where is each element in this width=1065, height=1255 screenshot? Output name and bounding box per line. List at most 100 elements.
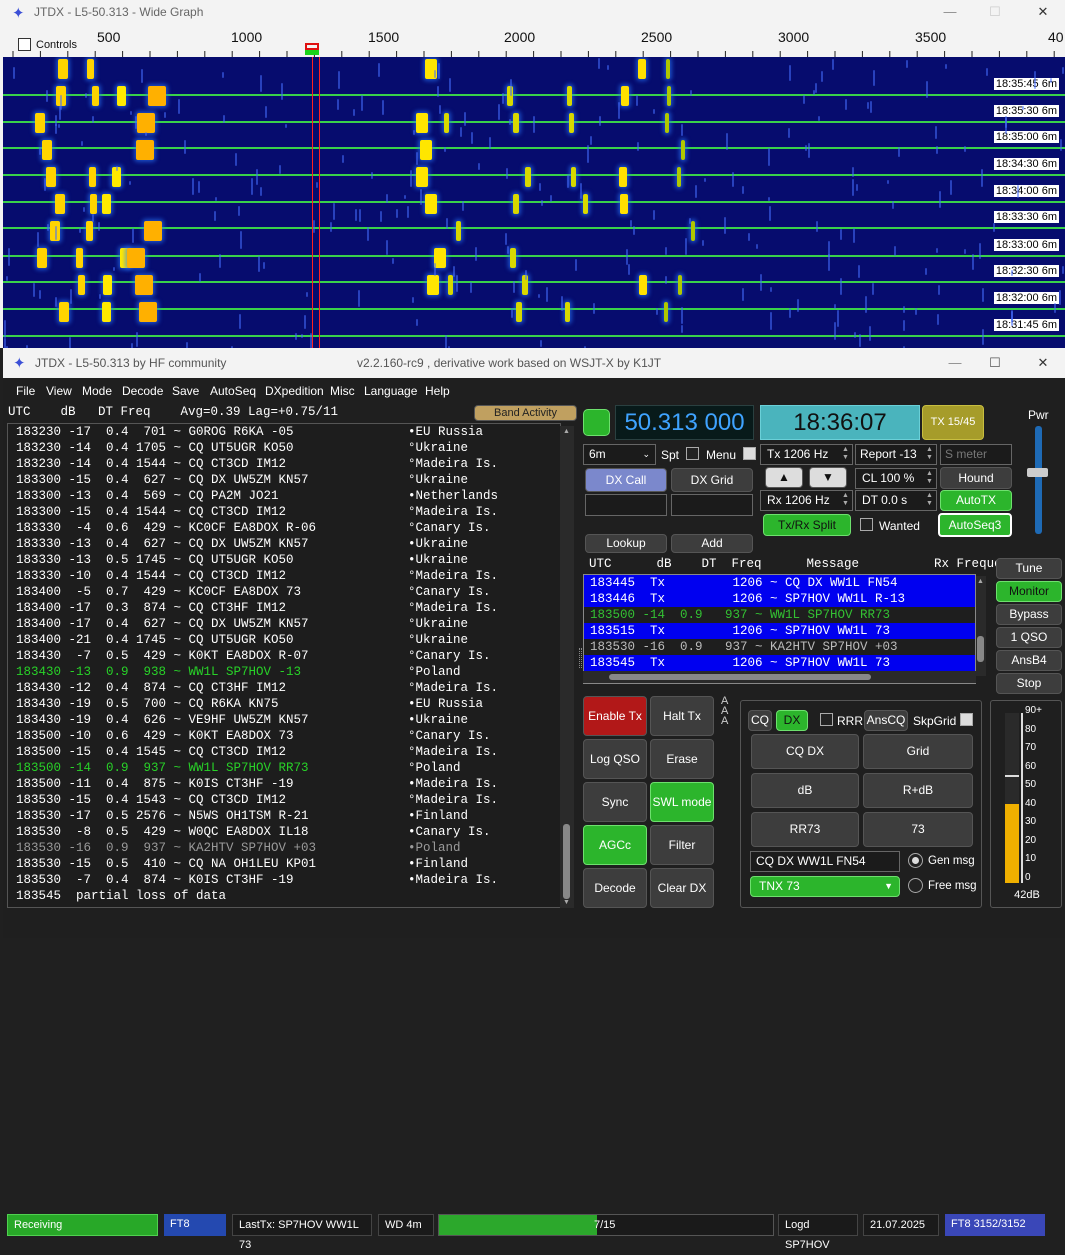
decode-row[interactable]: 183230 -14 0.4 1544 ~ CQ CT3CD IM12 °Made…	[8, 456, 560, 472]
dt-spinbox[interactable]: DT 0.0 s ▲ ▼	[855, 490, 937, 511]
agcc-button[interactable]: AGCc	[583, 825, 647, 865]
decode-row[interactable]: 183330 -13 0.5 1745 ~ CQ UT5UGR KO50 •Ukr…	[8, 552, 560, 568]
dx-grid-button[interactable]: DX Grid	[671, 468, 753, 492]
decode-row[interactable]: 183300 -13 0.4 569 ~ CQ PA2M JO21 •Nether…	[8, 488, 560, 504]
menu-dxpedition[interactable]: DXpedition	[265, 384, 324, 398]
clear-dx-button[interactable]: Clear DX	[650, 868, 714, 908]
menu-checkbox[interactable]	[743, 447, 756, 460]
filter-button[interactable]: Filter	[650, 825, 714, 865]
decode-button[interactable]: Decode	[583, 868, 647, 908]
rx-row[interactable]: 183446 Tx 1206 ~ SP7HOV WW1L R-13	[584, 591, 975, 607]
rdb-message-button[interactable]: R+dB	[863, 773, 973, 808]
dx-call-button[interactable]: DX Call	[585, 468, 667, 492]
menu-view[interactable]: View	[46, 384, 72, 398]
decode-row[interactable]: 183530 -17 0.5 2576 ~ N5WS OH1TSM R-21 •F…	[8, 808, 560, 824]
add-button[interactable]: Add	[671, 534, 753, 553]
band-activity-button[interactable]: Band Activity	[474, 405, 577, 421]
menu-language[interactable]: Language	[364, 384, 417, 398]
decode-row[interactable]: 183500 -10 0.6 429 ~ K0KT EA8DOX 73 °Cana…	[8, 728, 560, 744]
decode-row[interactable]: 183330 -13 0.4 627 ~ CQ DX UW5ZM KN57 •Uk…	[8, 536, 560, 552]
anscq-button[interactable]: AnsCQ	[864, 710, 908, 731]
ansb4-button[interactable]: AnsB4	[996, 650, 1062, 671]
cq-button[interactable]: CQ	[748, 710, 772, 731]
enable-tx-button[interactable]: Enable Tx	[583, 696, 647, 736]
scrollbar-thumb[interactable]	[563, 824, 570, 899]
decode-row[interactable]: 183400 -17 0.4 627 ~ CQ DX UW5ZM KN57 °Uk…	[8, 616, 560, 632]
menu-autoseq[interactable]: AutoSeq	[210, 384, 256, 398]
decode-row[interactable]: 183430 -13 0.9 938 ~ WW1L SP7HOV -13 °Pol…	[8, 664, 560, 680]
waterfall-display[interactable]: 18:35:45 6m 18:35:30 6m 18:35:00 6m 18:34:3…	[3, 57, 1065, 348]
gen-msg-field[interactable]: CQ DX WW1L FN54	[750, 851, 900, 872]
decode-row[interactable]: 183530 -7 0.4 874 ~ K0IS CT3HF -19 •Madei…	[8, 872, 560, 888]
menu-save[interactable]: Save	[172, 384, 199, 398]
rr73-message-button[interactable]: RR73	[751, 812, 859, 847]
decode-row[interactable]: 183400 -17 0.3 874 ~ CQ CT3HF IM12 °Madei…	[8, 600, 560, 616]
menu-help[interactable]: Help	[425, 384, 450, 398]
cl-spinbox[interactable]: CL 100 % ▲ ▼	[855, 468, 937, 489]
dx-call-field[interactable]	[585, 494, 667, 516]
menu-decode[interactable]: Decode	[122, 384, 163, 398]
rx-row[interactable]: 183530 -16 0.9 937 ~ KA2HTV SP7HOV +03	[584, 639, 975, 655]
monitor-button[interactable]: Monitor	[996, 581, 1062, 602]
decode-row[interactable]: 183230 -14 0.4 1705 ~ CQ UT5UGR KO50 °Ukr…	[8, 440, 560, 456]
report-spinbox[interactable]: Report -13 ▲ ▼	[855, 444, 937, 465]
autotx-button[interactable]: AutoTX	[940, 490, 1012, 511]
decode-row[interactable]: 183300 -15 0.4 1544 ~ CQ CT3CD IM12 °Made…	[8, 504, 560, 520]
db-message-button[interactable]: dB	[751, 773, 859, 808]
halt-tx-button[interactable]: Halt Tx	[650, 696, 714, 736]
rx-frequency-spinbox[interactable]: Rx 1206 Hz ▲ ▼	[760, 490, 853, 511]
close-icon[interactable]: ✕	[1033, 3, 1053, 21]
one-qso-button[interactable]: 1 QSO	[996, 627, 1062, 648]
decode-row[interactable]: 183545 partial loss of data	[8, 888, 560, 904]
dial-frequency[interactable]: 50.313 000	[615, 405, 754, 440]
decode-row[interactable]: 183500 -14 0.9 937 ~ WW1L SP7HOV RR73 °Po…	[8, 760, 560, 776]
band-select[interactable]: 6m ⌄	[583, 444, 656, 465]
cq-dx-message-button[interactable]: CQ DX	[751, 734, 859, 769]
decode-row[interactable]: 183400 -5 0.7 429 ~ KC0CF EA8DOX 73 °Cana…	[8, 584, 560, 600]
rx-frequency-list[interactable]: 183445 Tx 1206 ~ CQ DX WW1L FN54 183446 T…	[583, 574, 976, 684]
stop-button[interactable]: Stop	[996, 673, 1062, 694]
skpgrid-checkbox[interactable]	[960, 713, 973, 726]
menu-mode[interactable]: Mode	[82, 384, 112, 398]
lookup-button[interactable]: Lookup	[585, 534, 667, 553]
decode-row[interactable]: 183530 -8 0.5 429 ~ W0QC EA8DOX IL18 •Can…	[8, 824, 560, 840]
tx-up-button[interactable]: ▲	[765, 467, 803, 488]
close-icon[interactable]: ✕	[1033, 354, 1053, 372]
sync-button[interactable]: Sync	[583, 782, 647, 822]
decode-row[interactable]: 183230 -17 0.4 701 ~ G0ROG R6KA -05 •EU R…	[8, 424, 560, 440]
rx-row[interactable]: 183545 Tx 1206 ~ SP7HOV WW1L 73	[584, 655, 975, 671]
frequency-scale[interactable]: Controls 500 1000 1500 2000 2500 3000 35…	[0, 26, 1065, 57]
wanted-checkbox[interactable]	[860, 518, 873, 531]
decode-row[interactable]: 183530 -15 0.4 1543 ~ CQ CT3CD IM12 °Made…	[8, 792, 560, 808]
maximize-icon[interactable]: ☐	[985, 3, 1005, 21]
decode-row[interactable]: 183300 -15 0.4 627 ~ CQ DX UW5ZM KN57 °Uk…	[8, 472, 560, 488]
power-slider-handle[interactable]	[1027, 468, 1048, 477]
log-qso-button[interactable]: Log QSO	[583, 739, 647, 779]
tx-frequency-spinbox[interactable]: Tx 1206 Hz ▲ ▼	[760, 444, 853, 465]
dx-button[interactable]: DX	[776, 710, 808, 731]
autoseq-button[interactable]: AutoSeq3	[938, 513, 1012, 537]
rx-list-scrollbar[interactable]: ▲	[976, 576, 986, 676]
rx-list-hscrollbar[interactable]	[583, 671, 976, 683]
swl-mode-button[interactable]: SWL mode	[650, 782, 714, 822]
minimize-icon[interactable]: —	[945, 354, 965, 372]
menu-misc[interactable]: Misc	[330, 384, 355, 398]
rrr-checkbox[interactable]	[820, 713, 833, 726]
splitter-handle[interactable]	[579, 648, 582, 668]
decode-row[interactable]: 183330 -4 0.6 429 ~ KC0CF EA8DOX R-06 °Ca…	[8, 520, 560, 536]
decode-row[interactable]: 183530 -15 0.5 410 ~ CQ NA OH1LEU KP01 •F…	[8, 856, 560, 872]
power-slider-track[interactable]	[1035, 426, 1042, 534]
free-msg-select[interactable]: TNX 73 ▼	[750, 876, 900, 897]
tx-rx-split-button[interactable]: Tx/Rx Split	[763, 514, 851, 536]
decode-row[interactable]: 183500 -15 0.4 1545 ~ CQ CT3CD IM12 °Made…	[8, 744, 560, 760]
maximize-icon[interactable]: ☐	[985, 354, 1005, 372]
dx-grid-field[interactable]	[671, 494, 753, 516]
hound-button[interactable]: Hound	[940, 467, 1012, 489]
font-size-icon[interactable]: AAA	[721, 696, 739, 730]
bypass-button[interactable]: Bypass	[996, 604, 1062, 625]
decode-list[interactable]: 183230 -17 0.4 701 ~ G0ROG R6KA -05 •EU R…	[7, 423, 561, 908]
decode-row[interactable]: 183430 -19 0.4 626 ~ VE9HF UW5ZM KN57 •Uk…	[8, 712, 560, 728]
decode-row[interactable]: 183430 -12 0.4 874 ~ CQ CT3HF IM12 °Madei…	[8, 680, 560, 696]
minimize-icon[interactable]: —	[940, 3, 960, 21]
decode-scrollbar[interactable]: ▲ ▼	[560, 426, 574, 908]
